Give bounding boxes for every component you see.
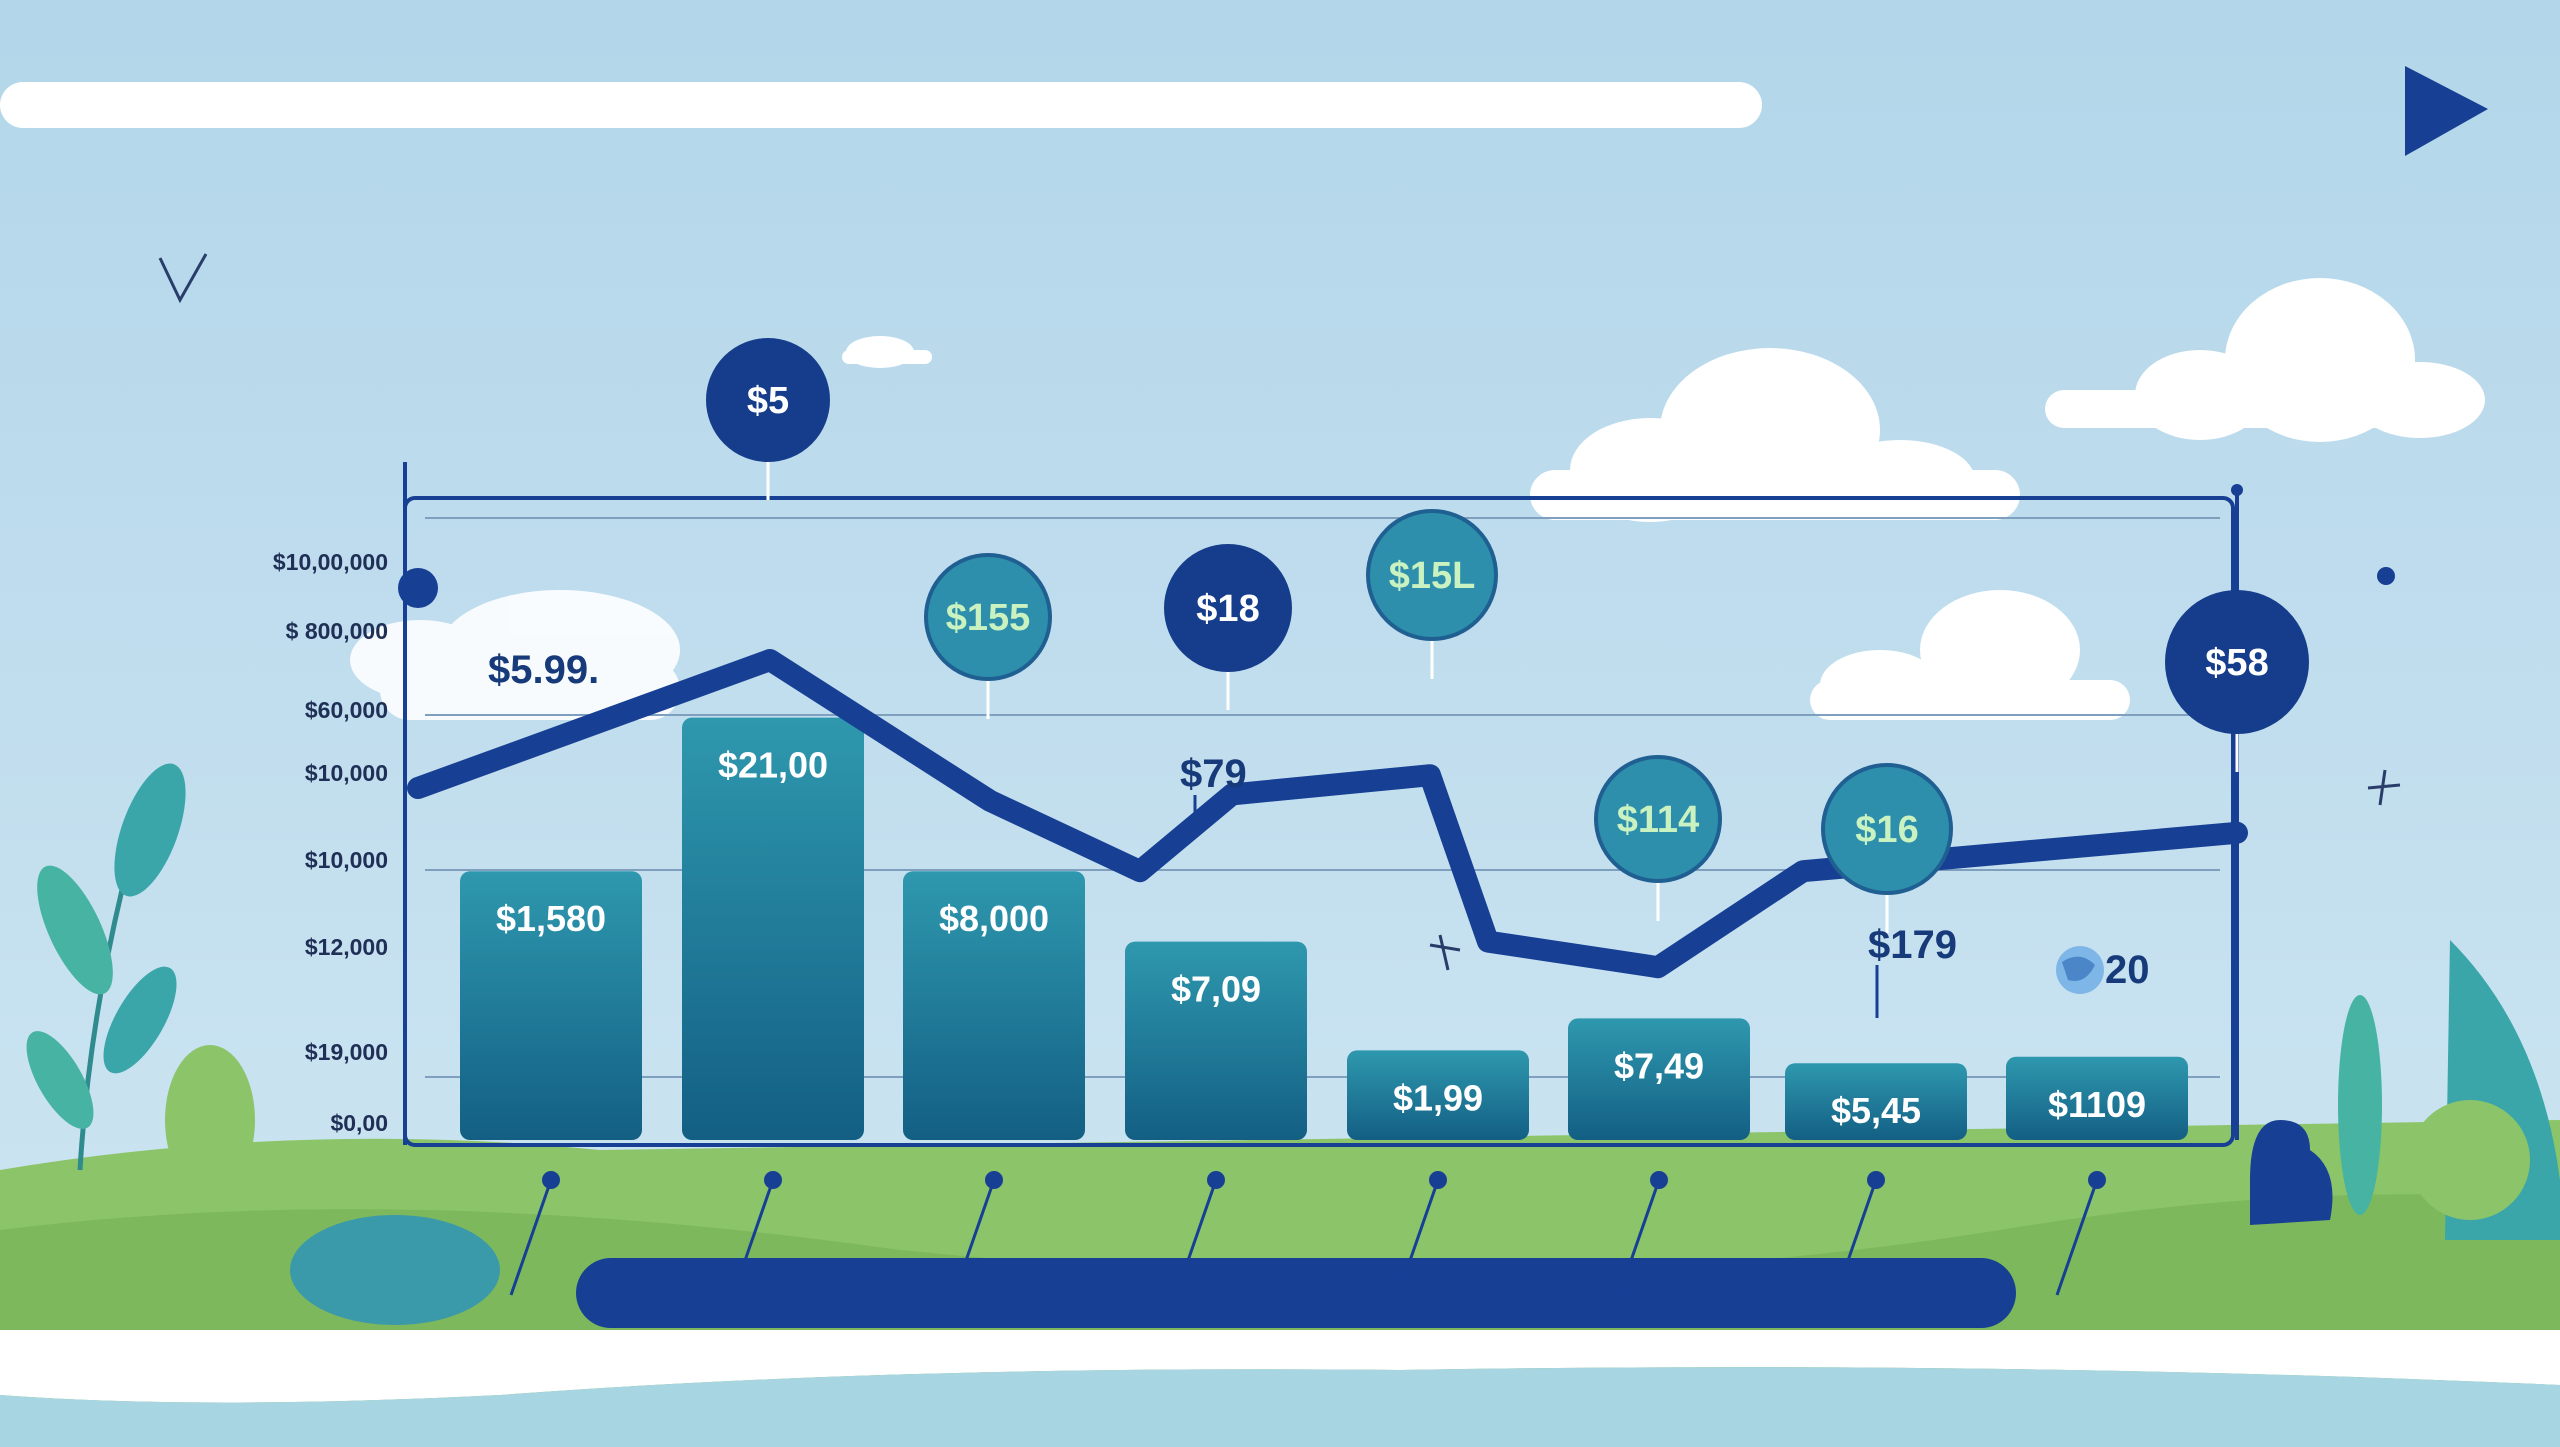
- y-tick-label-3: $10,000: [305, 760, 388, 786]
- y-tick-label-4: $10,000: [305, 847, 388, 873]
- node-connectors: [766, 460, 2239, 933]
- node-label-2: $18: [1196, 588, 1259, 630]
- bar-0: [460, 871, 642, 1140]
- pin-stem-4: [1396, 1179, 1440, 1296]
- pin-stem-5: [1617, 1179, 1661, 1296]
- node-4: [1594, 755, 1722, 883]
- y-tick-label-5: $12,000: [305, 934, 388, 960]
- pin-head-4: [1429, 1171, 1447, 1189]
- line-nodes: $5 $155 $18 $15L $114 $16 $58: [706, 338, 2309, 895]
- y-tick-label-0: $10,00,000: [273, 549, 388, 575]
- pin-head-0: [542, 1171, 560, 1189]
- white-wave: [0, 1330, 2560, 1403]
- node-label-6: $58: [2205, 642, 2268, 684]
- plant-right: [2250, 940, 2560, 1240]
- node-label-3: $15L: [1389, 555, 1476, 597]
- cloud-left: [350, 590, 680, 720]
- bar-7: [2006, 1056, 2188, 1140]
- node-3: [1366, 509, 1498, 641]
- y-tick-label-6: $19,000: [305, 1039, 388, 1065]
- pin-stem-7: [2055, 1179, 2099, 1296]
- bar-label-2: $8,000: [939, 898, 1049, 939]
- water-strip: [0, 1367, 2560, 1447]
- pin-stem-0: [509, 1179, 553, 1296]
- node-0: [706, 338, 830, 462]
- bar-label-5: $7,49: [1614, 1045, 1704, 1086]
- annotation-1: $5.99.: [488, 648, 599, 692]
- cloud-small: [842, 336, 932, 368]
- y-tick-label-1: $ 800,000: [286, 618, 388, 644]
- node-label-4: $114: [1617, 799, 1699, 841]
- pin-head-6: [1867, 1171, 1885, 1189]
- node-label-1: $155: [946, 597, 1031, 639]
- pin-stem-6: [1834, 1179, 1878, 1296]
- node-1: [924, 553, 1052, 681]
- play-icon[interactable]: [2405, 66, 2488, 156]
- bar-label-7: $1109: [2048, 1084, 2146, 1125]
- bar-2: [903, 871, 1085, 1140]
- node-label-5: $16: [1855, 809, 1918, 851]
- pin-head-3: [1207, 1171, 1225, 1189]
- trend-line-start: [398, 568, 438, 608]
- globe-icon: [2056, 946, 2104, 994]
- title-bar: [0, 82, 1762, 128]
- right-axis-cap: [2231, 484, 2243, 496]
- annotation-2: $79: [1180, 752, 1247, 796]
- bar-label-1: $21,00: [718, 745, 828, 786]
- sparkle-icon: [1429, 934, 1461, 971]
- bottom-bar: [576, 1258, 2016, 1328]
- node-label-0: $5: [747, 380, 789, 422]
- bar-3: [1125, 941, 1307, 1140]
- pin-stem-3: [1174, 1179, 1218, 1296]
- y-axis-ticks: $10,00,000 $ 800,000 $60,000 $10,000 $10,000…: [273, 549, 388, 1136]
- cloud-right-low: [1810, 590, 2130, 720]
- node-6: [2165, 590, 2309, 734]
- pin-head-7: [2088, 1171, 2106, 1189]
- annotation-4: 20: [2105, 948, 2150, 992]
- sparkle-icon: [2367, 769, 2401, 806]
- bar-6: [1785, 1063, 1967, 1140]
- checkmark-icon: [158, 253, 208, 304]
- annotation-3: $179: [1868, 923, 1957, 967]
- bar-5: [1568, 1018, 1750, 1140]
- pin-head-5: [1650, 1171, 1668, 1189]
- dot-icon: [2377, 567, 2395, 585]
- x-axis-pins: [509, 1171, 2106, 1296]
- node-2: [1164, 544, 1292, 672]
- bar-label-4: $1,99: [1393, 1077, 1483, 1118]
- plant-left: [26, 763, 500, 1325]
- y-tick-label-7: $0,00: [330, 1110, 388, 1136]
- cloud-right-top: [2045, 278, 2485, 442]
- y-tick-label-2: $60,000: [305, 697, 388, 723]
- bar-label-6: $5,45: [1831, 1090, 1921, 1131]
- pin-head-1: [764, 1171, 782, 1189]
- bar-4: [1347, 1050, 1529, 1140]
- bar-label-3: $7,09: [1171, 969, 1261, 1010]
- node-5: [1821, 763, 1953, 895]
- pin-stem-2: [952, 1179, 996, 1296]
- bar-1: [682, 717, 864, 1140]
- pin-stem-1: [731, 1179, 775, 1296]
- trend-line: [407, 649, 2248, 979]
- bar-label-0: $1,580: [496, 898, 606, 939]
- pin-head-2: [985, 1171, 1003, 1189]
- bars: $1,580 $21,00 $8,000 $7,09 $1,99 $7,49 $5,45 $1…: [460, 717, 2188, 1140]
